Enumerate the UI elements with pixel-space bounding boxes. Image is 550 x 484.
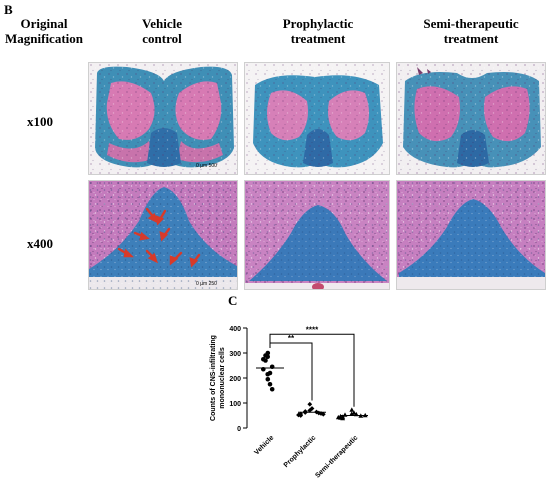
micrograph-prophylactic-x100 (244, 62, 390, 175)
data-point (265, 354, 270, 360)
data-point (340, 415, 346, 421)
row-label-x100: x100 (27, 114, 53, 129)
data-point (267, 381, 273, 387)
scalebar-value: 250 (208, 281, 217, 287)
row-label-x400: x400 (27, 236, 53, 251)
data-point (349, 407, 355, 412)
y-axis: 0 100 200 300 400 (229, 326, 248, 433)
y-tick-label: 300 (229, 351, 241, 358)
x-tick-label: Semi-therapeutic (314, 434, 359, 479)
x-tick-label: Prophylactic (283, 434, 318, 469)
header-prophylactic-line2: treatment (290, 31, 346, 46)
significance-label: ** (288, 334, 295, 343)
header-prophylactic-line1: Prophylactic (282, 16, 354, 31)
header-vehicle-line2: control (142, 31, 182, 46)
significance-label: **** (306, 325, 319, 334)
y-tick-label: 100 (229, 401, 241, 408)
y-tick-label: 200 (229, 376, 241, 383)
data-point (307, 401, 313, 407)
header-semi: Semi-therapeutic treatment (396, 16, 546, 46)
scalebar-vehicle-x400: 0 µm 250 (196, 281, 217, 287)
header-magnification: Original Magnification (0, 16, 88, 46)
micrograph-vehicle-x100 (88, 62, 238, 175)
y-tick-label: 0 (237, 426, 241, 433)
header-vehicle: Vehicle control (112, 16, 212, 46)
scalebar-zero: 0 (196, 163, 199, 169)
micrograph-vehicle-x400 (88, 180, 238, 290)
data-point (349, 411, 355, 416)
y-axis-label-line1: Counts of CNS-infiltrating (210, 335, 217, 421)
micrograph-semi-x400 (396, 180, 546, 290)
x-tick-label: Vehicle (253, 434, 275, 456)
y-axis-label-group: Counts of CNS-infiltrating mononuclear ce… (210, 335, 226, 421)
data-point (269, 386, 275, 392)
scalebar-unit: µm (200, 281, 208, 287)
infiltrating-cells-chart: 0 100 200 300 400 Counts of CNS-infiltrating… (210, 325, 368, 480)
data-point (263, 358, 268, 363)
scalebar-unit: µm (200, 163, 208, 169)
y-tick-label: 400 (229, 326, 241, 333)
y-axis-label-line2: mononuclear cells (219, 347, 226, 409)
data-points (261, 350, 368, 421)
header-semi-line1: Semi-therapeutic (423, 16, 519, 31)
header-semi-line2: treatment (443, 31, 499, 46)
panel-c-label: C (228, 293, 238, 308)
panel-b-label: B (4, 2, 13, 17)
significance-brackets: ****** (269, 325, 355, 407)
infiltrate-arrows (117, 207, 201, 268)
scalebar-zero: 0 (196, 281, 199, 287)
data-point (265, 371, 270, 377)
mean-lines (256, 367, 368, 416)
significance-bracket (269, 333, 355, 407)
scalebar-value: 500 (208, 163, 217, 169)
header-prophylactic: Prophylactic treatment (253, 16, 383, 46)
significance-bracket (269, 342, 313, 401)
header-magnification-line1: Original (20, 16, 68, 31)
header-vehicle-line1: Vehicle (142, 16, 182, 31)
scalebar-vehicle-x100: 0 µm 500 (196, 163, 217, 169)
micrograph-prophylactic-x400 (244, 180, 390, 290)
header-magnification-line2: Magnification (5, 31, 83, 46)
data-point (265, 376, 271, 382)
micrograph-semi-x100 (396, 62, 546, 175)
